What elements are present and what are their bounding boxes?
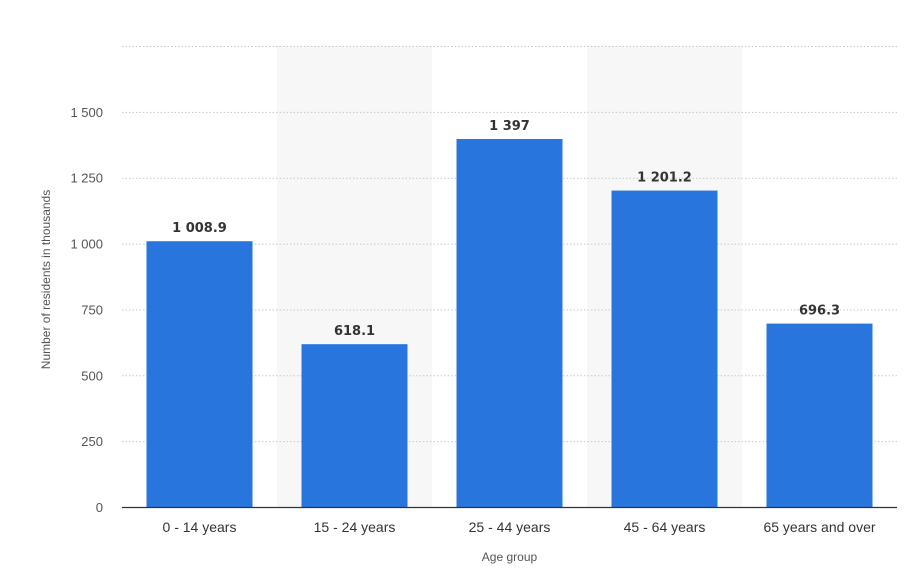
y-tick-label: 0	[96, 500, 103, 515]
x-tick-label-4: 65 years and over	[763, 519, 875, 535]
data-label-0: 1 008.9	[172, 221, 227, 236]
y-tick-label: 1 250	[70, 171, 103, 186]
y-tick-label: 250	[81, 434, 103, 449]
data-labels: 1 008.9 618.1 1 397 1 201.2 696.3	[172, 119, 840, 339]
data-label-4: 696.3	[799, 304, 840, 319]
y-tick-label: 1 500	[70, 105, 103, 120]
data-label-1: 618.1	[334, 324, 375, 339]
y-axis-ticks: 0 250 500 750 1 000 1 250 1 500	[70, 105, 103, 515]
x-tick-label-1: 15 - 24 years	[314, 519, 396, 535]
y-tick-label: 500	[81, 368, 103, 383]
y-axis-title: Number of residents in thousands	[39, 190, 53, 369]
data-label-3: 1 201.2	[637, 171, 692, 186]
data-label-2: 1 397	[489, 119, 530, 134]
x-tick-label-2: 25 - 44 years	[469, 519, 551, 535]
bar-0	[146, 241, 253, 507]
bar-4	[766, 323, 873, 507]
bar-3	[611, 190, 718, 508]
bar-2	[456, 138, 563, 507]
y-tick-label: 1 000	[70, 237, 103, 252]
x-tick-label-0: 0 - 14 years	[163, 519, 237, 535]
y-tick-label: 750	[81, 302, 103, 317]
x-axis-ticks: 0 - 14 years 15 - 24 years 25 - 44 years 45…	[163, 519, 876, 535]
x-tick-label-3: 45 - 64 years	[624, 519, 706, 535]
bars	[146, 138, 873, 508]
bar-1	[301, 344, 408, 507]
x-axis-title: Age group	[482, 550, 538, 564]
